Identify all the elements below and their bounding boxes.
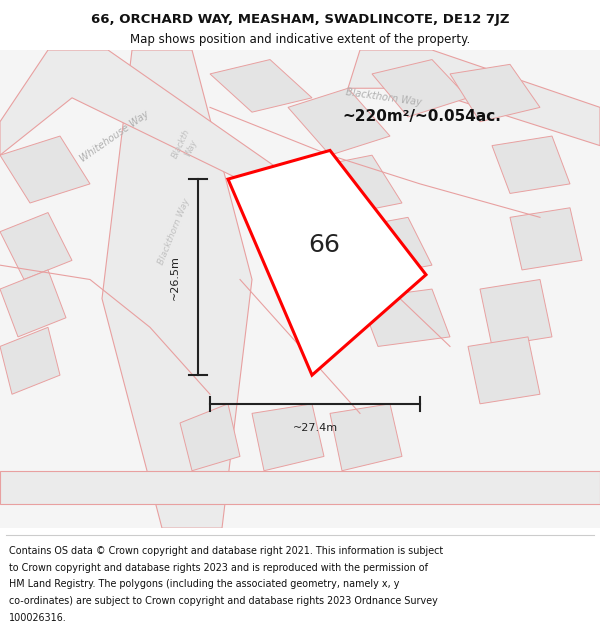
Text: Contains OS data © Crown copyright and database right 2021. This information is : Contains OS data © Crown copyright and d… — [9, 546, 443, 556]
Text: co-ordinates) are subject to Crown copyright and database rights 2023 Ordnance S: co-ordinates) are subject to Crown copyr… — [9, 596, 438, 606]
Polygon shape — [300, 155, 402, 218]
Text: 100026316.: 100026316. — [9, 613, 67, 623]
Polygon shape — [330, 217, 432, 279]
Polygon shape — [0, 213, 72, 279]
Polygon shape — [0, 471, 600, 504]
Polygon shape — [288, 88, 390, 155]
Polygon shape — [480, 279, 552, 346]
Polygon shape — [0, 328, 60, 394]
Polygon shape — [360, 289, 450, 346]
Polygon shape — [252, 404, 324, 471]
Text: Blackth
Way: Blackth Way — [170, 127, 202, 164]
Text: Blackthorn Way: Blackthorn Way — [157, 198, 191, 266]
Polygon shape — [348, 50, 600, 146]
Polygon shape — [102, 50, 252, 528]
Polygon shape — [372, 59, 468, 117]
Polygon shape — [180, 404, 240, 471]
Polygon shape — [228, 151, 426, 375]
Polygon shape — [0, 50, 600, 528]
Text: ~220m²/~0.054ac.: ~220m²/~0.054ac. — [342, 109, 501, 124]
Polygon shape — [492, 136, 570, 194]
Text: 66, ORCHARD WAY, MEASHAM, SWADLINCOTE, DE12 7JZ: 66, ORCHARD WAY, MEASHAM, SWADLINCOTE, D… — [91, 12, 509, 26]
Text: ~27.4m: ~27.4m — [292, 423, 338, 433]
Polygon shape — [210, 59, 312, 112]
Polygon shape — [450, 64, 540, 122]
Polygon shape — [0, 50, 300, 203]
Text: Blackthorn Way: Blackthorn Way — [346, 88, 422, 108]
Polygon shape — [0, 136, 90, 203]
Text: Whitehouse Way: Whitehouse Way — [78, 109, 151, 164]
Text: Map shows position and indicative extent of the property.: Map shows position and indicative extent… — [130, 32, 470, 46]
Polygon shape — [0, 270, 66, 337]
Polygon shape — [510, 208, 582, 270]
Text: HM Land Registry. The polygons (including the associated geometry, namely x, y: HM Land Registry. The polygons (includin… — [9, 579, 400, 589]
Polygon shape — [468, 337, 540, 404]
Polygon shape — [330, 404, 402, 471]
Text: to Crown copyright and database rights 2023 and is reproduced with the permissio: to Crown copyright and database rights 2… — [9, 562, 428, 572]
Text: 66: 66 — [308, 233, 340, 257]
Text: ~26.5m: ~26.5m — [170, 254, 180, 299]
